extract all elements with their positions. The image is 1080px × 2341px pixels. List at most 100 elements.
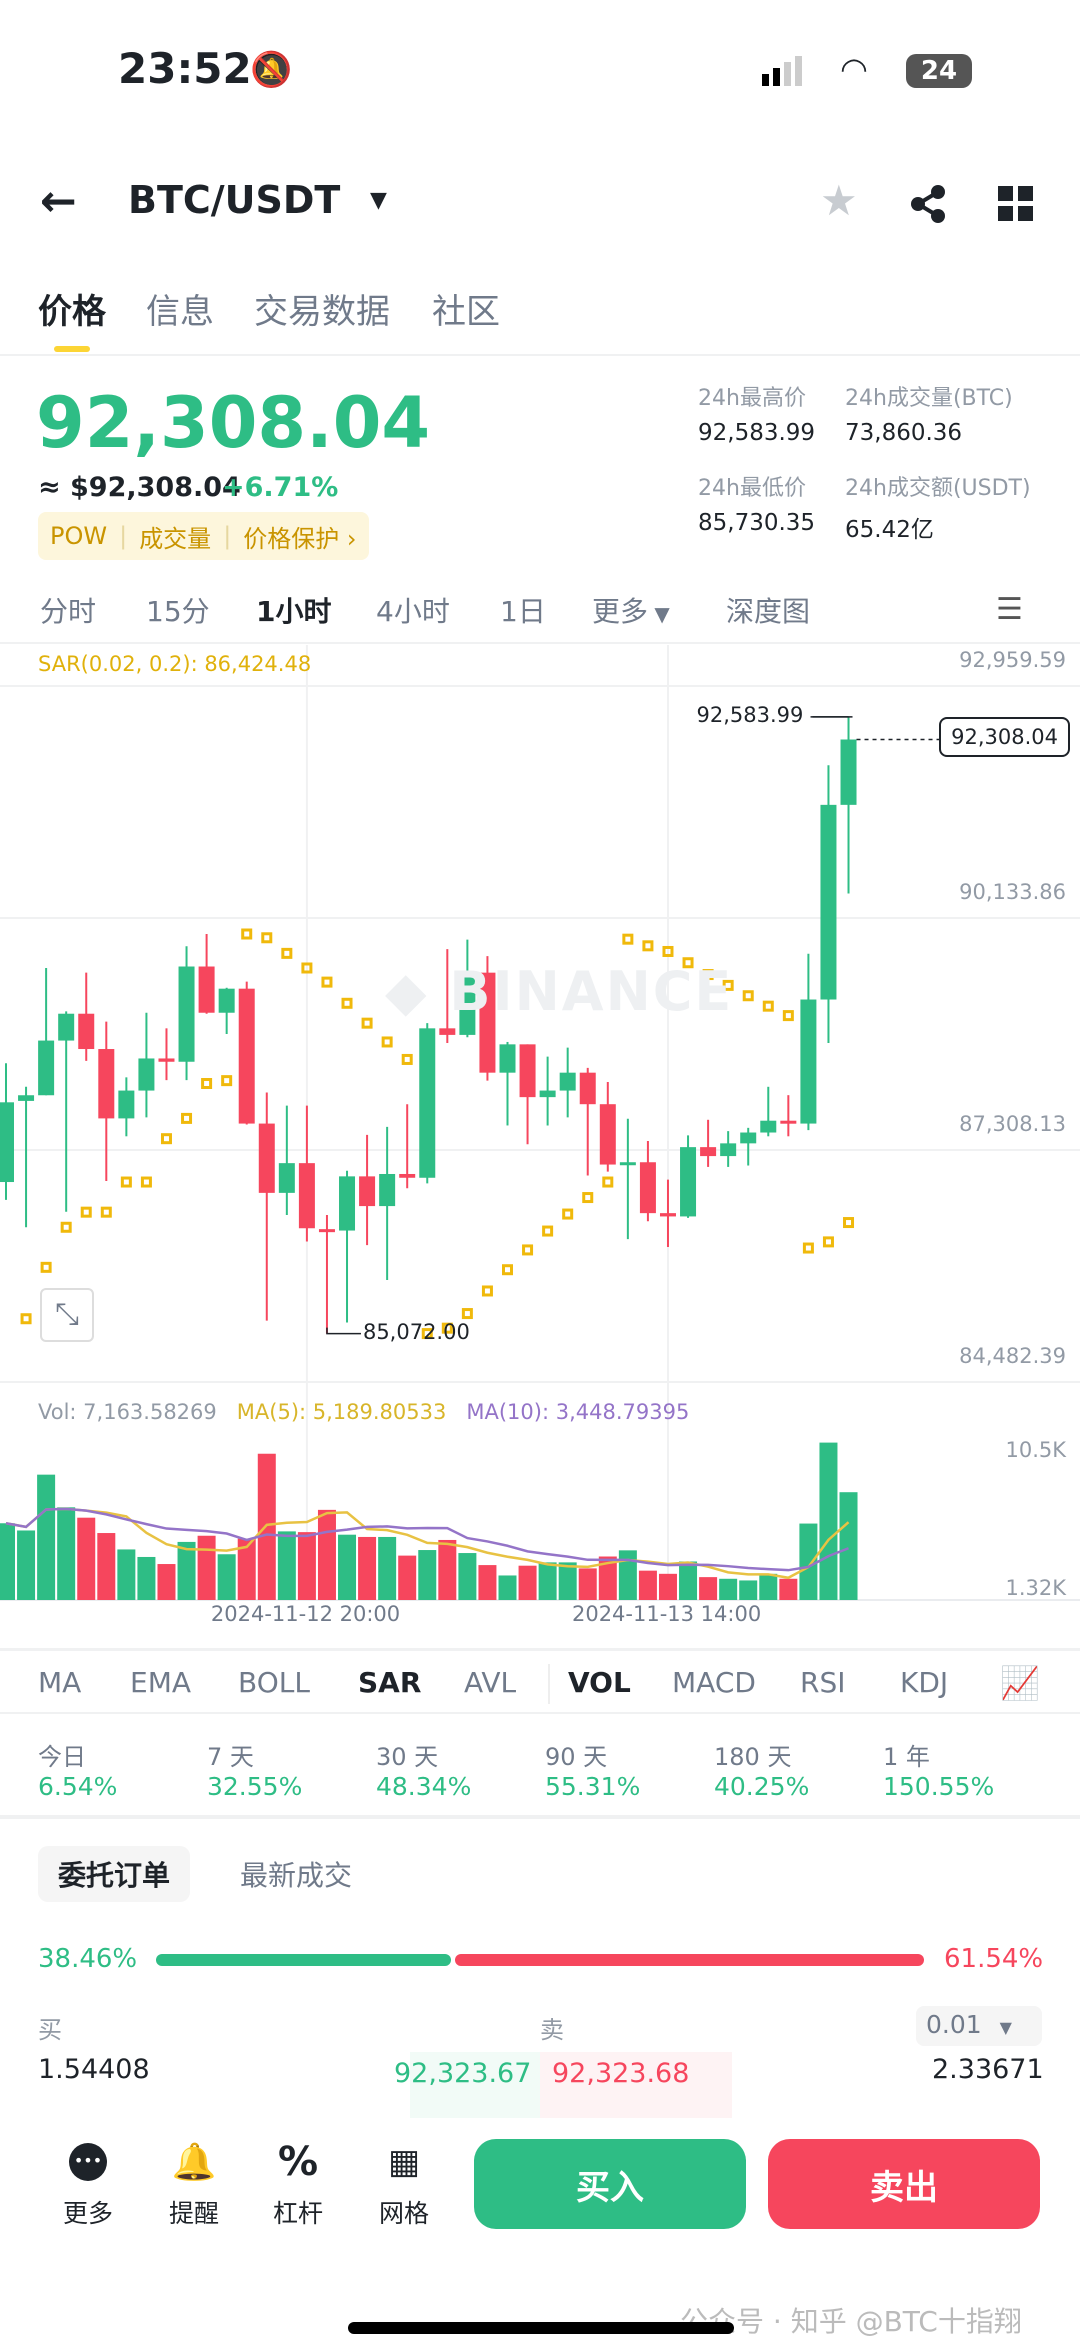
alert-tool[interactable]: 🔔 提醒 <box>144 2140 244 2230</box>
volume-bar <box>658 1573 677 1600</box>
depth-chart-tab[interactable]: 深度图 <box>726 595 811 628</box>
tab-open-orders[interactable]: 委托订单 <box>38 1846 191 1902</box>
back-arrow-icon[interactable]: ← <box>40 176 77 227</box>
volume-bar <box>799 1523 818 1600</box>
candle-body <box>0 1102 14 1183</box>
indicator-vol[interactable]: VOL <box>568 1666 631 1699</box>
tab-trading-data[interactable]: 交易数据 <box>254 292 390 332</box>
sar-dot <box>281 947 293 959</box>
indicator-ema[interactable]: EMA <box>130 1666 192 1699</box>
depth-ask-bg <box>540 2052 732 2118</box>
grid-icon[interactable] <box>998 186 1034 222</box>
leverage-tool[interactable]: % 杠杆 <box>248 2139 348 2230</box>
tab-info[interactable]: 信息 <box>146 292 214 332</box>
volume-bar <box>378 1536 397 1600</box>
ma5-line <box>5 1507 850 1580</box>
sar-dot <box>140 1176 152 1188</box>
candle-body <box>258 1123 275 1193</box>
sar-dot <box>120 1176 132 1188</box>
bid-price[interactable]: 92,323.67 <box>394 2058 532 2089</box>
volume-bar <box>418 1550 437 1600</box>
watermark-logo: ◆ BINANCE <box>385 960 734 1023</box>
volume-bar <box>498 1575 517 1600</box>
vol-legend: Vol: 7,163.58269 MA(5): 5,189.80533 MA(1… <box>38 1400 689 1424</box>
divider <box>0 1648 1080 1651</box>
volume-bar <box>137 1556 156 1600</box>
sar-dot <box>40 1261 52 1273</box>
chart-settings-icon[interactable]: ☰ <box>996 592 1023 627</box>
divider <box>0 1815 1080 1819</box>
last-price: 92,308.04 <box>36 382 431 464</box>
volume-bar <box>618 1550 637 1600</box>
price-tick-label: 87,308.13 <box>959 1111 1066 1136</box>
indicator-ma[interactable]: MA <box>38 1666 82 1699</box>
candle-body <box>158 1058 175 1062</box>
interval-1d[interactable]: 1日 <box>500 595 546 628</box>
tab-recent-trades[interactable]: 最新成交 <box>240 1859 353 1892</box>
indicator-boll[interactable]: BOLL <box>238 1666 310 1699</box>
interval-1h[interactable]: 1小时 <box>256 595 332 628</box>
sell-button[interactable]: 卖出 <box>768 2139 1040 2229</box>
volume-bar <box>438 1539 457 1600</box>
pair-title[interactable]: BTC/USDT <box>128 178 341 222</box>
interval-more[interactable]: 更多 ▼ <box>592 590 670 630</box>
precision-select[interactable]: 0.01 ▼ <box>916 2006 1042 2046</box>
ask-price[interactable]: 92,323.68 <box>552 2058 690 2089</box>
share-icon[interactable] <box>908 184 948 224</box>
tag-bar[interactable]: POW | 成交量 | 价格保护 › <box>38 512 369 560</box>
tag-price-protection[interactable]: 价格保护 › <box>243 524 357 553</box>
grid-tool[interactable]: ▦ 网格 <box>354 2140 454 2230</box>
interval-15m[interactable]: 15分 <box>146 595 210 628</box>
volume-bar <box>759 1573 778 1600</box>
candle-body <box>118 1090 135 1119</box>
buy-button[interactable]: 买入 <box>474 2139 746 2229</box>
time-axis-label: 2024-11-12 20:00 <box>210 1602 401 1626</box>
sar-dot <box>542 1225 554 1237</box>
volume-bar <box>97 1533 116 1600</box>
home-indicator <box>348 2322 734 2334</box>
candle-body <box>439 1028 456 1035</box>
indicator-settings-icon[interactable]: 📈 <box>1000 1664 1040 1702</box>
tag-pow[interactable]: POW <box>50 522 108 550</box>
sar-dot <box>682 957 694 969</box>
bell-icon: 🔔 <box>171 2142 217 2183</box>
vol-btc-value: 73,860.36 <box>845 420 963 446</box>
candle-body <box>619 1162 636 1166</box>
candle-body <box>98 1049 115 1119</box>
star-icon[interactable]: ★ <box>820 176 858 225</box>
interval-line[interactable]: 分时 <box>40 595 97 628</box>
more-tool[interactable]: ••• 更多 <box>38 2140 138 2230</box>
perf-label: 7 天 <box>207 1743 254 1771</box>
candle-body <box>519 1044 536 1098</box>
vol-value: Vol: 7,163.58269 <box>38 1400 217 1424</box>
sar-dot <box>20 1313 32 1325</box>
indicator-macd[interactable]: MACD <box>672 1666 756 1699</box>
bid-qty: 1.54408 <box>38 2054 150 2085</box>
low-value: 85,730.35 <box>698 510 816 536</box>
sar-dot <box>762 1000 774 1012</box>
interval-4h[interactable]: 4小时 <box>376 595 450 628</box>
sar-dot <box>802 1242 814 1254</box>
price-tick-label: 84,482.39 <box>959 1344 1066 1368</box>
indicator-kdj[interactable]: KDJ <box>900 1666 949 1699</box>
low-price-marker: 85,072.00 <box>362 1319 470 1344</box>
tab-community[interactable]: 社区 <box>432 292 500 332</box>
candlestick-chart[interactable] <box>0 0 1080 1640</box>
indicator-rsi[interactable]: RSI <box>800 1666 846 1699</box>
indicator-sar[interactable]: SAR <box>358 1666 422 1699</box>
candle-body <box>740 1132 757 1144</box>
candle-body <box>579 1072 596 1105</box>
pair-dropdown-icon[interactable]: ▼ <box>370 188 387 213</box>
volume-bar <box>699 1577 718 1600</box>
perf-label: 30 天 <box>376 1743 439 1771</box>
vol-usdt-label: 24h成交额(USDT) <box>845 476 1031 501</box>
volume-bar <box>819 1442 838 1600</box>
volume-bar <box>518 1565 537 1600</box>
tag-volume[interactable]: 成交量 <box>139 524 212 553</box>
volume-bar <box>0 1523 15 1600</box>
battery-icon: 24 <box>906 54 972 88</box>
expand-icon[interactable]: ⤡ <box>40 1288 94 1342</box>
candle-body <box>459 972 476 1035</box>
indicator-avl[interactable]: AVL <box>464 1666 517 1699</box>
tab-price[interactable]: 价格 <box>38 292 106 332</box>
